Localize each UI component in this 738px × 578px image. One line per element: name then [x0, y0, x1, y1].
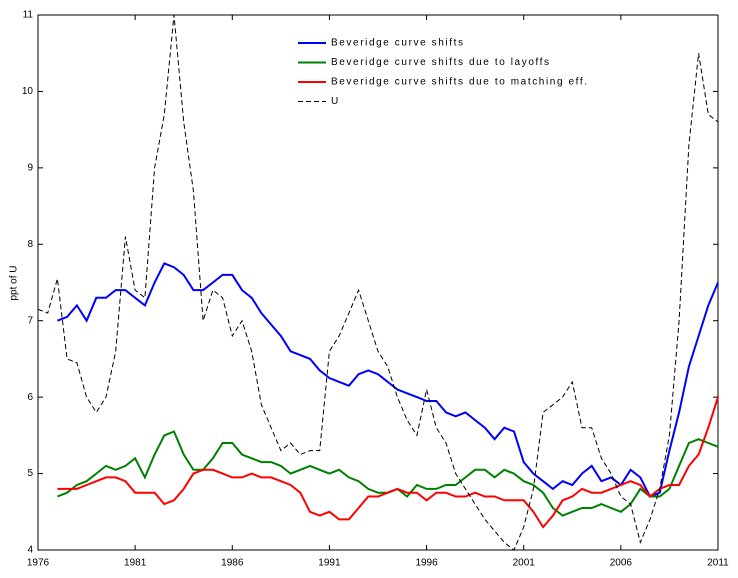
legend-label: Beveridge curve shifts: [331, 38, 465, 49]
x-tick-label: 1981: [124, 558, 147, 569]
y-tick-label: 8: [27, 239, 33, 250]
y-tick-label: 6: [27, 392, 33, 403]
y-tick-label: 11: [23, 10, 34, 21]
y-tick-label: 9: [27, 162, 33, 173]
x-tick-label: 2006: [610, 558, 633, 569]
y-axis-label: ppt of U: [9, 265, 20, 300]
legend-label: U: [331, 96, 340, 107]
y-tick-label: 10: [22, 86, 34, 97]
series-line: [57, 396, 719, 529]
x-tick-label: 1986: [221, 558, 244, 569]
y-tick-label: 5: [27, 468, 33, 479]
x-tick-label: 1991: [318, 558, 341, 569]
x-tick-label: 2011: [707, 558, 729, 569]
x-tick-label: 2001: [513, 558, 536, 569]
x-tick-label: 1976: [27, 558, 50, 569]
series-line: [57, 430, 719, 517]
series-line: [57, 262, 719, 498]
legend-label: Beveridge curve shifts due to matching e…: [331, 77, 589, 88]
y-tick-label: 4: [27, 545, 33, 556]
y-tick-label: 7: [27, 315, 33, 326]
series-line: [37, 14, 719, 551]
legend-label: Beveridge curve shifts due to layoffs: [331, 57, 551, 68]
x-tick-label: 1996: [415, 558, 438, 569]
